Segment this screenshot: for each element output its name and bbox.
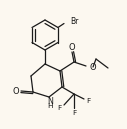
Text: O: O <box>69 42 75 51</box>
Text: O: O <box>13 87 19 95</box>
Text: N: N <box>47 96 53 106</box>
Text: F: F <box>57 105 61 111</box>
Text: Br: Br <box>70 17 78 26</box>
Text: O: O <box>90 62 97 71</box>
Text: H: H <box>47 103 53 109</box>
Text: F: F <box>86 98 90 104</box>
Text: F: F <box>72 110 76 116</box>
